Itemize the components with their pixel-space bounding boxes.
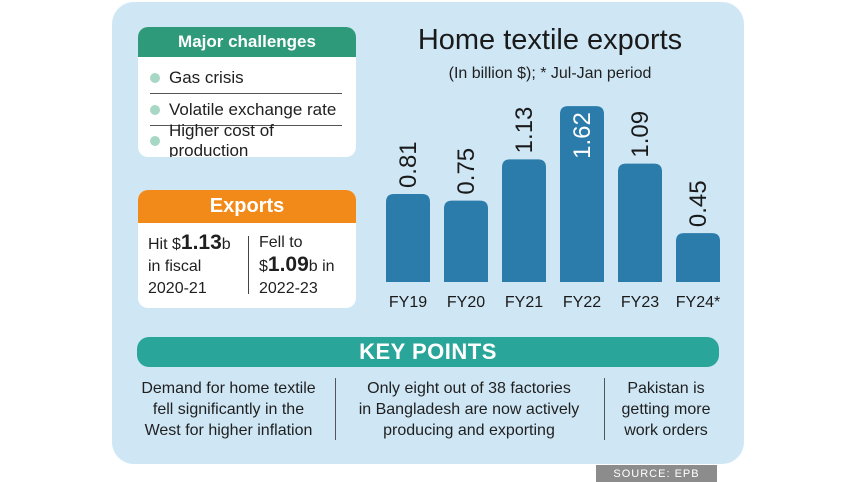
bar-fy21: [502, 159, 546, 282]
category-label: FY23: [621, 294, 659, 311]
major-challenges-title: Major challenges: [138, 27, 356, 57]
key-point-3: Pakistan is getting more work orders: [612, 378, 720, 441]
exports-hit-prefix: Hit $: [148, 236, 181, 253]
bar-fy23: [618, 163, 662, 282]
key-point-1: Demand for home textile fell significant…: [137, 378, 320, 441]
key-point-1-line: West for higher inflation: [144, 422, 313, 439]
bar-fy22: [560, 106, 604, 282]
category-label: FY21: [505, 294, 543, 311]
category-label: FY19: [389, 294, 427, 311]
data-label: 0.81: [395, 141, 422, 188]
exports-fell-year: 2022-23: [259, 280, 318, 297]
exports-hit-line2: in fiscal: [148, 258, 202, 275]
exports-fell-prefix: $: [259, 258, 268, 275]
chart-subtitle: (In billion $); * Jul-Jan period: [448, 65, 652, 82]
data-label: 1.62: [569, 112, 596, 159]
key-point-3-line: Pakistan is: [627, 380, 705, 397]
exports-fell-text: Fell to $1.09b in 2022-23: [259, 232, 335, 300]
chart-title: Home textile exports: [417, 24, 683, 56]
exports-fell-unit: b in: [308, 258, 335, 275]
data-label: 1.09: [627, 111, 654, 158]
data-label: 0.45: [685, 180, 712, 227]
challenge-item: Volatile exchange rate: [150, 94, 342, 126]
bullet-icon: [150, 72, 160, 83]
key-point-1-line: Demand for home textile: [141, 380, 316, 397]
exports-title: Exports: [138, 190, 356, 223]
exports-box: Exports Hit $1.13b in fiscal 2020-21 Fel…: [138, 190, 356, 308]
bullet-icon: [150, 104, 160, 115]
exports-hit-text: Hit $1.13b in fiscal 2020-21: [148, 232, 231, 300]
data-label: 0.75: [453, 148, 480, 195]
exports-hit-value: 1.13: [180, 231, 222, 254]
exports-hit-unit: b: [221, 236, 231, 253]
data-label: 1.13: [511, 107, 538, 154]
exports-fell-line1: Fell to: [259, 234, 303, 251]
key-point-2-line: in Bangladesh are now actively: [358, 401, 580, 418]
exports-fell-value: 1.09: [267, 253, 309, 276]
exports-divider: [248, 236, 249, 294]
key-point-3-line: getting more: [621, 401, 711, 418]
exports-hit-year: 2020-21: [148, 280, 207, 297]
challenge-item: Gas crisis: [150, 62, 342, 94]
category-label: FY24*: [676, 294, 720, 311]
bullet-icon: [150, 135, 160, 146]
bar-fy20: [444, 200, 488, 282]
challenge-item: Higher cost of production: [150, 121, 342, 157]
category-label: FY20: [447, 294, 485, 311]
key-points-divider: [604, 378, 605, 440]
key-point-2-line: producing and exporting: [383, 422, 555, 439]
key-points-header: KEY POINTS: [137, 337, 719, 367]
key-point-3-line: work orders: [624, 422, 708, 439]
key-points-divider: [335, 378, 336, 440]
bar-fy24: [676, 233, 720, 282]
challenge-label: Volatile exchange rate: [169, 99, 337, 119]
category-label: FY22: [563, 294, 601, 311]
bar-fy19: [386, 194, 430, 282]
challenge-label: Gas crisis: [169, 67, 244, 87]
challenge-label: Higher cost of production: [169, 120, 274, 158]
bar-chart: 0.81 FY19 0.75 FY20 1.13 FY21 1.62 FY22 1.09 FY23…: [386, 106, 720, 311]
key-point-1-line: fell significantly in the: [152, 401, 305, 418]
key-point-2: Only eight out of 38 factories in Bangla…: [344, 378, 594, 441]
source-credit: SOURCE: EPB: [596, 465, 717, 482]
key-point-2-line: Only eight out of 38 factories: [367, 380, 571, 397]
major-challenges-box: Major challenges Gas crisis Volatile exc…: [138, 27, 356, 157]
